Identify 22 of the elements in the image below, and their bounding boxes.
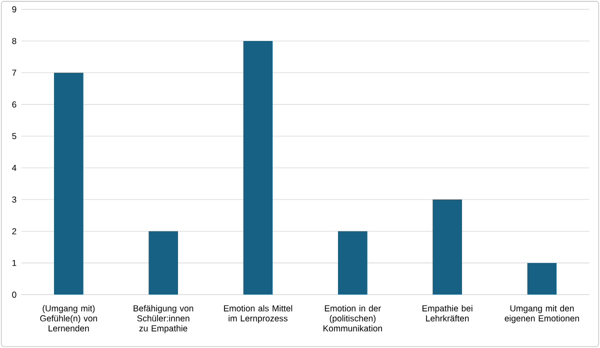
x-tick-label: Befähigung von Schüler:innen zu Empathie: [134, 305, 194, 334]
x-tick-label: (Umgang mit) Gefühle(n) von Lernenden: [40, 305, 97, 332]
bar: [54, 72, 84, 295]
y-tick-label: 3: [12, 196, 16, 203]
x-tick-label: Empathie bei Lehrkräften: [422, 305, 472, 322]
bar: [243, 41, 273, 295]
y-tick-label: 5: [12, 133, 16, 140]
y-tick-label: 8: [12, 38, 16, 44]
y-tick-label: 4: [12, 164, 16, 171]
bar: [527, 262, 557, 295]
x-tick-label: Emotion als Mittel im Lernprozess: [224, 305, 292, 324]
x-tick-label: Emotion in der (politischen) Kommunikation: [324, 305, 382, 332]
bar: [338, 231, 368, 295]
x-tick-label: Umgang mit den eigenen Emotionen: [504, 305, 579, 324]
bar: [432, 200, 462, 295]
y-tick-label: 0: [12, 292, 16, 298]
y-tick-label: 2: [12, 228, 16, 234]
y-tick-label: 7: [12, 70, 16, 76]
y-tick-label: 6: [12, 101, 16, 108]
y-tick-label: 1: [12, 260, 16, 266]
y-tick-label: 9: [12, 6, 16, 12]
bar: [148, 231, 178, 295]
